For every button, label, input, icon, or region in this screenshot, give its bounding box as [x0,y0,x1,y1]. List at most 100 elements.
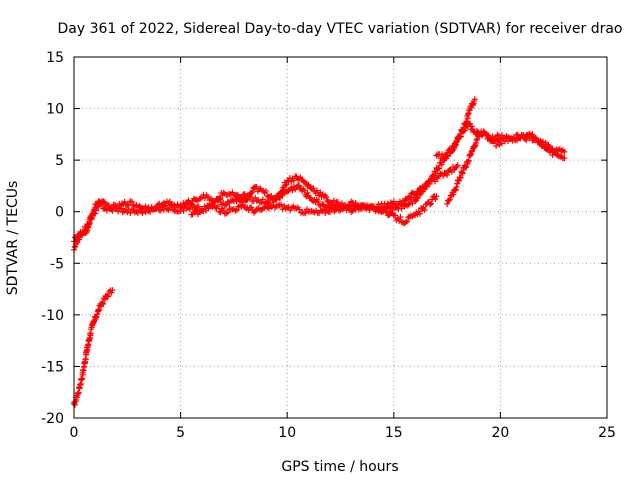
axis-ticks: 0 5 10 15 20 25 -20 -15 -10 -5 0 5 10 15 [41,50,616,441]
data-point [259,196,266,203]
data-point [397,214,404,221]
data-point [310,185,317,192]
data-point [432,178,439,185]
data-point [276,192,283,199]
data-point [426,180,433,187]
data-point [210,202,217,209]
series-track-late-drop [444,128,568,207]
x-tick-label: 10 [278,425,296,441]
data-point [468,123,475,130]
data-point [412,191,419,198]
data-point [141,205,148,212]
data-point [105,293,112,300]
data-point [517,134,524,141]
grid-lines [74,57,607,418]
data-point [127,209,134,216]
data-point [205,193,212,200]
data-point [414,195,421,202]
data-point [390,198,397,205]
data-point [540,142,547,149]
y-tick-label: 0 [55,205,64,221]
data-point [323,194,330,201]
chart-title: Day 361 of 2022, Sidereal Day-to-day VTE… [57,21,622,37]
y-tick-label: 15 [46,50,64,66]
data-point [459,169,466,176]
data-point [450,191,457,198]
data-point [92,314,99,321]
data-point [250,209,257,216]
data-point [144,207,151,214]
data-point [471,143,478,150]
data-point [451,144,458,151]
data-point [451,187,458,194]
data-point [252,194,259,201]
data-point [352,199,359,206]
data-point [145,204,152,211]
plot-frame [73,56,608,419]
data-point [243,197,250,204]
data-point [147,208,154,215]
data-point [432,196,439,203]
data-point [262,187,269,194]
data-point [236,194,243,201]
data-point [438,161,445,168]
data-point [220,207,227,214]
data-point [444,200,451,207]
data-point [79,375,86,382]
y-tick-label: -15 [41,359,64,375]
data-point [424,179,431,186]
x-tick-label: 0 [70,425,79,441]
data-point [420,185,427,192]
data-point [124,209,131,216]
data-point [99,201,106,208]
data-point [405,201,412,208]
data-point [476,133,483,140]
data-point [100,300,107,307]
data-point [361,202,368,209]
data-point [421,207,428,214]
data-point [377,204,384,211]
data-point [453,184,460,191]
y-axis-label: SDTVAR / TECUs [5,181,21,296]
data-point [128,198,135,205]
data-point [154,203,161,210]
data-point [233,207,240,214]
data-point [186,205,193,212]
y-tick-label: 5 [55,153,64,169]
data-point [320,206,327,213]
series-track-late-rise [433,96,478,162]
data-point [76,236,83,243]
data-point [473,137,480,144]
x-tick-label: 20 [491,425,509,441]
data-point [427,201,434,208]
data-point [436,165,443,172]
data-point [86,220,93,227]
data-point [249,188,256,195]
data-point [168,202,175,209]
data-point [94,311,101,318]
data-point [95,306,102,313]
data-point [190,195,197,202]
data-point [224,209,231,216]
data-point [162,202,169,209]
data-point [118,205,125,212]
data-point [99,300,106,307]
data-point [440,173,447,180]
data-point [290,183,297,190]
series-track-early-dropout [71,287,116,408]
data-point [289,187,296,194]
data-point [81,229,88,236]
x-axis-label: GPS time / hours [281,459,398,475]
data-point [444,171,451,178]
data-point [473,139,480,146]
data-point [404,218,411,225]
data-point [279,206,286,213]
y-tick-label: -10 [41,308,64,324]
data-point [196,209,203,216]
data-point [75,389,82,396]
data-point [92,210,99,217]
data-point [109,287,116,294]
data-point [157,207,164,214]
data-point [248,204,255,211]
